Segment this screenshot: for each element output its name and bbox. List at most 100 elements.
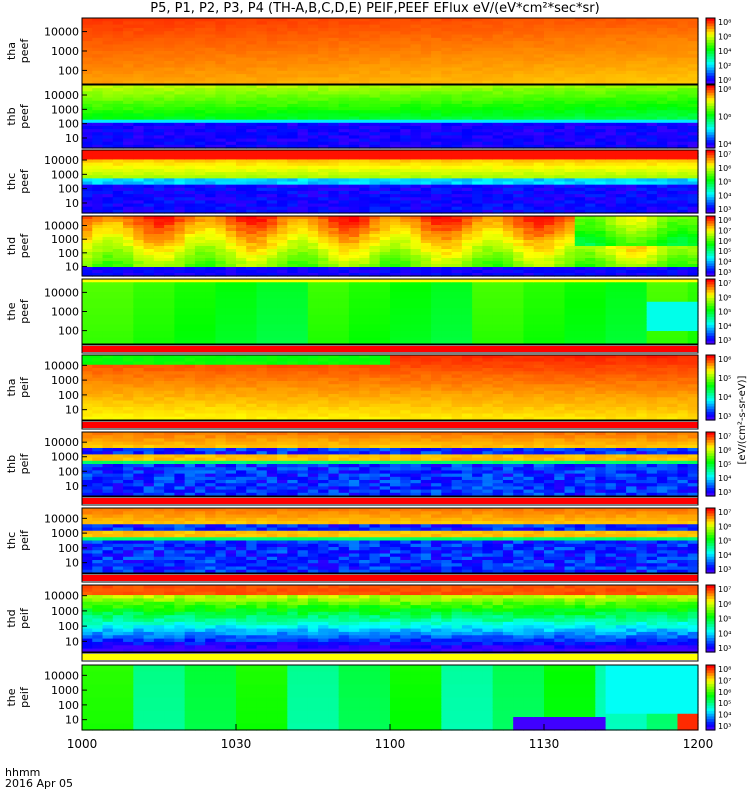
heat-cell bbox=[359, 41, 371, 45]
heat-cell bbox=[215, 165, 227, 170]
heat-cell bbox=[307, 159, 319, 164]
heat-cell bbox=[667, 178, 679, 183]
heat-cell bbox=[277, 88, 288, 92]
heat-cell bbox=[307, 200, 319, 205]
heat-cell bbox=[656, 113, 668, 118]
heat-cell bbox=[420, 187, 432, 192]
heat-cell bbox=[348, 74, 360, 78]
heat-cell bbox=[667, 34, 679, 39]
heat-cell bbox=[687, 240, 699, 244]
heat-cell bbox=[225, 228, 237, 232]
heat-cell bbox=[143, 172, 155, 176]
heat-cell bbox=[133, 273, 145, 277]
heat-cell bbox=[564, 234, 576, 238]
heat-cell bbox=[554, 194, 566, 198]
heat-cell bbox=[297, 116, 309, 121]
heat-cell bbox=[615, 41, 627, 45]
colorbar-step bbox=[706, 129, 715, 133]
heat-cell bbox=[215, 60, 227, 65]
heat-cell bbox=[636, 197, 648, 201]
heat-cell bbox=[441, 113, 453, 118]
heat-cell bbox=[472, 122, 483, 127]
heat-cell bbox=[236, 80, 247, 85]
heat-cell bbox=[287, 129, 299, 133]
heat-cell bbox=[318, 206, 329, 211]
heat-cell bbox=[359, 203, 371, 208]
heat-cell bbox=[348, 103, 360, 108]
heat-cell bbox=[595, 187, 607, 192]
heat-cell bbox=[246, 255, 258, 259]
heat-cell bbox=[328, 138, 340, 143]
heat-cell bbox=[585, 209, 596, 214]
heat-cell bbox=[420, 206, 432, 211]
heat-cell bbox=[420, 181, 432, 186]
heat-cell bbox=[564, 200, 576, 205]
heat-cell bbox=[461, 194, 473, 198]
colorbar-step bbox=[706, 124, 715, 128]
heat-cell bbox=[359, 228, 371, 232]
heat-cell bbox=[605, 228, 617, 232]
heat-cell bbox=[338, 37, 350, 42]
heat-cell bbox=[626, 255, 637, 259]
heat-cell bbox=[348, 88, 360, 92]
heat-cell bbox=[605, 41, 617, 45]
heat-cell bbox=[256, 122, 268, 127]
heat-cell bbox=[205, 273, 217, 277]
heat-cell bbox=[153, 156, 165, 161]
heat-cell bbox=[266, 178, 278, 183]
heat-cell bbox=[225, 159, 237, 164]
heat-cell bbox=[153, 144, 165, 149]
heat-cell bbox=[554, 172, 566, 176]
heat-cell bbox=[215, 243, 227, 247]
heat-cell bbox=[307, 132, 319, 136]
heat-cell bbox=[410, 122, 422, 127]
heat-cell bbox=[307, 172, 319, 176]
heat-cell bbox=[92, 162, 104, 167]
heat-cell bbox=[574, 135, 586, 140]
heat-cell bbox=[164, 144, 175, 149]
heat-cell bbox=[328, 60, 340, 65]
heat-cell bbox=[431, 103, 442, 108]
heat-cell bbox=[554, 249, 566, 253]
heat-cell bbox=[636, 94, 648, 99]
heat-cell bbox=[390, 113, 401, 118]
heat-cell bbox=[687, 60, 699, 65]
heat-cell bbox=[667, 203, 679, 208]
heat-cell bbox=[492, 267, 504, 271]
heat-cell bbox=[523, 206, 535, 211]
heat-cell bbox=[287, 200, 299, 205]
heat-cell bbox=[236, 216, 247, 220]
heat-cell bbox=[451, 77, 463, 82]
heat-cell bbox=[667, 190, 679, 195]
heat-cell bbox=[502, 107, 514, 111]
heat-cell bbox=[441, 225, 453, 229]
heat-cell bbox=[390, 138, 401, 143]
heat-cell bbox=[533, 21, 545, 26]
heat-cell bbox=[174, 194, 186, 198]
heat-cell bbox=[492, 197, 504, 201]
heat-cell bbox=[461, 97, 473, 102]
heat-cell bbox=[266, 138, 278, 143]
heat-cell bbox=[554, 67, 566, 72]
heat-cell bbox=[297, 225, 309, 229]
heat-cell bbox=[359, 231, 371, 235]
heat-cell bbox=[523, 135, 535, 140]
heat-cell bbox=[400, 206, 412, 211]
heat-cell bbox=[348, 97, 360, 102]
heat-cell bbox=[574, 125, 586, 130]
heat-cell bbox=[82, 116, 93, 121]
heat-cell bbox=[431, 34, 442, 39]
heat-cell bbox=[431, 175, 442, 179]
heat-cell bbox=[266, 85, 278, 89]
heat-cell bbox=[164, 97, 175, 102]
heat-cell bbox=[194, 132, 206, 136]
heat-cell bbox=[256, 54, 268, 59]
heat-cell bbox=[677, 107, 689, 111]
heat-cell bbox=[133, 113, 145, 118]
heat-cell bbox=[338, 27, 350, 32]
heat-cell bbox=[677, 80, 689, 85]
heat-cell bbox=[492, 103, 504, 108]
heat-cell bbox=[297, 168, 309, 173]
heat-cell bbox=[143, 74, 155, 78]
heat-cell bbox=[359, 54, 371, 59]
